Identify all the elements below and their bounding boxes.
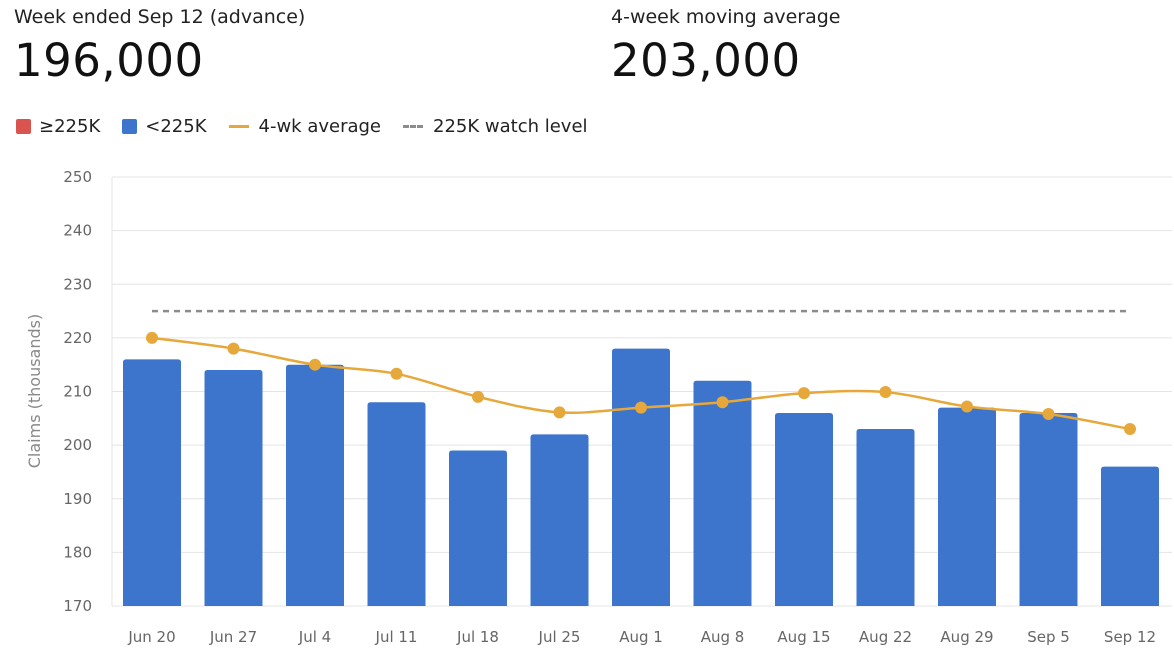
bar[interactable]	[1019, 412, 1078, 606]
legend-item-watch[interactable]: 225K watch level	[403, 116, 588, 137]
bar[interactable]	[612, 348, 670, 606]
y-tick-label: 250	[63, 168, 92, 186]
average-point[interactable]	[1124, 423, 1136, 436]
bar[interactable]	[775, 412, 833, 606]
y-tick-label: 240	[63, 222, 92, 240]
legend-item-average[interactable]: 4-wk average	[228, 116, 382, 137]
average-point[interactable]	[553, 406, 566, 419]
average-point[interactable]	[309, 358, 321, 371]
x-tick-label: Jun 27	[209, 628, 257, 646]
average-point[interactable]	[961, 400, 973, 413]
bar[interactable]	[530, 434, 589, 606]
x-axis-ticks: Jun 20 Jun 27 Jul 4 Jul 11 Jul 18 Jul 25 Aug 1…	[127, 628, 1156, 646]
bar[interactable]	[367, 402, 426, 606]
moving-average-label: 4-week moving average	[611, 6, 841, 28]
y-axis-title: Claims (thousands)	[25, 314, 44, 468]
y-tick-label: 200	[63, 436, 92, 454]
x-tick-label: Aug 15	[777, 628, 830, 646]
y-axis-ticks: 170 180 190 200 210 220 230 240 250	[63, 168, 92, 615]
average-point[interactable]	[390, 367, 403, 380]
x-tick-label: Aug 22	[859, 628, 912, 646]
y-tick-label: 170	[63, 597, 92, 615]
latest-week-label: Week ended Sep 12 (advance)	[14, 6, 306, 28]
bars	[123, 348, 1159, 606]
x-tick-label: Aug 8	[701, 628, 745, 646]
x-tick-label: Sep 5	[1027, 628, 1070, 646]
latest-week-value: 196,000	[14, 34, 204, 87]
y-tick-label: 230	[63, 275, 92, 293]
average-point[interactable]	[635, 401, 647, 414]
average-point[interactable]	[146, 331, 158, 344]
legend-swatch-average	[228, 125, 249, 128]
average-line	[146, 331, 1136, 436]
x-tick-label: Jun 20	[127, 628, 175, 646]
x-tick-label: Sep 12	[1104, 628, 1156, 646]
legend-label-high: ≥225K	[39, 116, 101, 137]
average-point[interactable]	[879, 386, 892, 399]
bar[interactable]	[123, 359, 181, 606]
legend-label-average: 4-wk average	[258, 116, 382, 137]
chart-legend: ≥225K <225K 4-wk average 225K watch leve…	[16, 116, 610, 137]
average-point[interactable]	[227, 342, 240, 355]
legend-swatch-watch	[403, 125, 424, 128]
bar[interactable]	[286, 364, 344, 606]
moving-average-value: 203,000	[611, 34, 801, 87]
bar[interactable]	[204, 370, 263, 606]
legend-swatch-high	[16, 119, 31, 134]
x-tick-label: Aug 1	[619, 628, 663, 646]
bar[interactable]	[1101, 466, 1159, 606]
y-tick-label: 210	[63, 383, 92, 401]
legend-item-high[interactable]: ≥225K	[16, 116, 100, 137]
legend-item-low[interactable]: <225K	[122, 116, 207, 137]
legend-swatch-low	[122, 119, 138, 134]
legend-label-low: <225K	[145, 116, 207, 137]
y-tick-label: 220	[63, 329, 92, 347]
bar[interactable]	[938, 407, 996, 606]
x-tick-label: Jul 11	[375, 628, 418, 646]
average-point[interactable]	[798, 387, 810, 400]
stat-latest-week: Week ended Sep 12 (advance) 196,000	[14, 6, 305, 87]
bar[interactable]	[693, 380, 752, 606]
average-point[interactable]	[1042, 408, 1055, 421]
bar[interactable]	[449, 450, 507, 606]
x-tick-label: Jul 18	[456, 628, 499, 646]
average-point[interactable]	[472, 390, 484, 403]
x-tick-label: Jul 25	[538, 628, 581, 646]
x-tick-label: Jul 4	[298, 628, 331, 646]
stat-moving-average: 4-week moving average 203,000	[611, 6, 840, 87]
x-tick-label: Aug 29	[940, 628, 993, 646]
bar[interactable]	[856, 429, 915, 606]
y-tick-label: 180	[63, 543, 92, 561]
y-tick-label: 190	[63, 490, 92, 508]
legend-label-watch: 225K watch level	[433, 116, 588, 137]
average-point[interactable]	[716, 396, 729, 409]
